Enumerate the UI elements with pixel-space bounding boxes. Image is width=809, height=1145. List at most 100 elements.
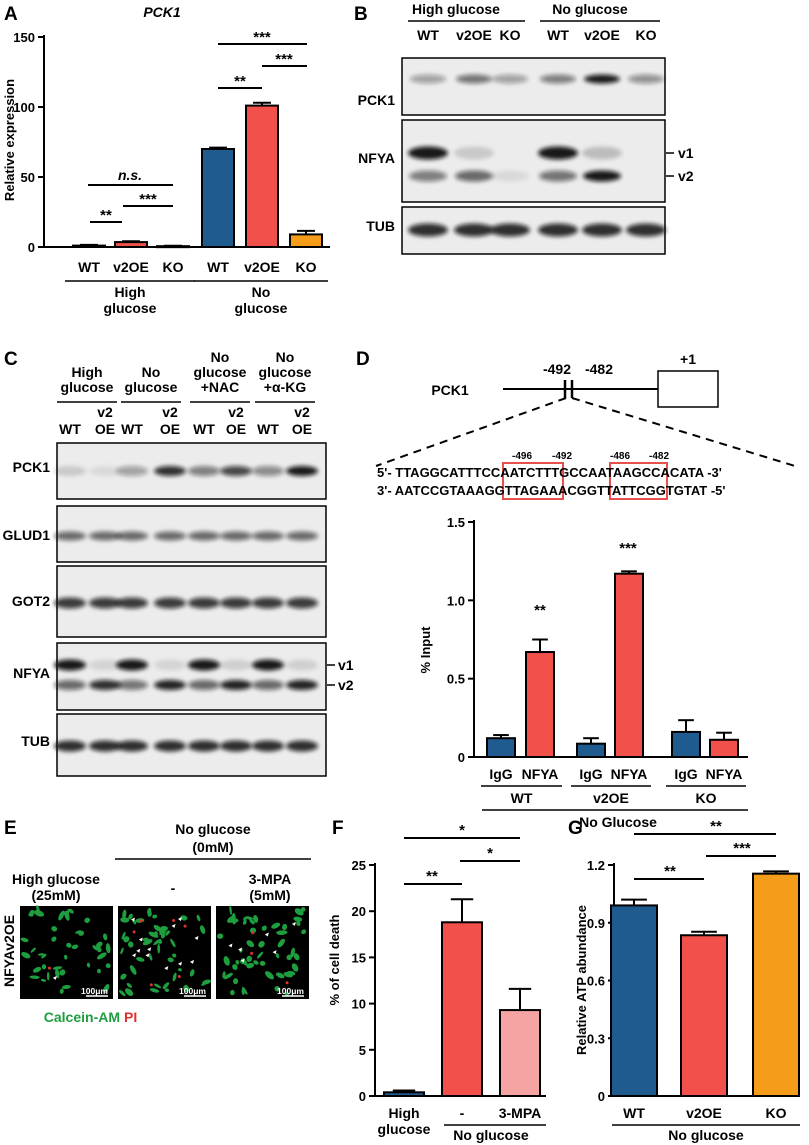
panel-c: C HighglucoseNoglucoseNoglucose+NACNoglu… [3,349,354,777]
e-arrowhead [145,953,150,958]
seq-pos-492: -492 [552,451,572,462]
d-ytick-label: 0.5 [447,672,465,687]
b-lane-label: v2OE [584,27,620,43]
c-band-tub [116,740,148,752]
f-ytick-label: 10 [352,997,366,1012]
e-arrowhead [272,950,277,955]
d-bar-2-1 [709,738,739,758]
e-arrowhead [240,958,245,963]
g-xlabel: KO [766,1105,787,1121]
e-cell [120,917,130,923]
e-cell [28,913,34,917]
e-cell [105,963,111,969]
e-cell [123,936,130,943]
b-band-nfya-v1 [408,146,448,160]
c-band-tub [220,740,252,752]
e-cell [242,920,247,925]
c-band-pck1 [252,466,284,476]
b-band-tub [490,223,530,237]
e-cell [120,973,127,980]
e-cell [223,956,230,966]
panel-e-column-labels: High glucose(25mM) - 3-MPA(5mM) [12,871,291,903]
e-cell [153,983,162,989]
d-xlabel: NFYA [522,766,559,782]
b-band-nfya-v2 [409,170,447,182]
e-cell [165,930,171,936]
c-lane-top: v2 [294,404,310,420]
sig-f-1: * [459,822,465,839]
c-lane-bottom: WT [121,421,143,437]
promoter-pos-1: -492 [543,361,571,377]
panel-b-cond-2: No glucose [552,1,628,17]
a-group-label: No [252,284,271,300]
c-row-label: GOT2 [12,593,50,609]
a-bar-1-1 [245,104,279,248]
d-bar-1-0 [576,742,606,759]
e-cell [97,968,101,974]
e-cell [153,931,158,936]
sequence-top: 5'- TTAGGCATTTCCAATCTTTGCCAATAAGCCACATA … [377,465,722,480]
sig-a-2: *** [139,191,157,208]
c-lane-bottom: OE [160,421,180,437]
e-cell [32,966,42,973]
e-cell [293,916,303,922]
e-cell [222,971,226,979]
e-cell [59,969,66,976]
e-cell [283,972,293,978]
d-xlabel: NFYA [706,766,743,782]
e-cell [55,968,60,979]
c-band-nfya-v2 [252,680,284,690]
d-xlabel: IgG [579,766,602,782]
panel-a-significance [88,43,307,223]
e-cell [59,988,64,994]
c-condition-label: No [211,349,230,365]
panel-d-axis: 0 0.5 1.0 1.5 [447,515,475,765]
b-band-nfya-v2 [583,170,621,182]
d-bar-2-0 [671,730,701,759]
e-cell [40,978,47,982]
panel-c-header: HighglucoseNoglucoseNoglucose+NACNogluco… [57,349,315,437]
c-condition-label: glucose [61,379,114,395]
e-scale-label: 100μm [81,986,108,996]
e-cell [37,953,45,956]
g-ytick-label: 0 [598,1089,605,1104]
c-band-glud1 [188,531,220,541]
e-arrowhead [238,947,243,952]
e-cell [160,932,166,939]
stain-pi: PI [124,1009,137,1025]
a-bar-1-0 [201,148,235,248]
c-condition-label: No [142,364,161,380]
e-dead-cell [285,981,289,985]
c-band-nfya-v1 [220,659,252,671]
c-band-glud1 [252,531,284,541]
sequence-bottom: 3'- AATCCGTAAAGGTTAGAAACGGTTATTCGGTGTAT … [377,483,726,498]
e-cell [241,988,245,996]
e-cell [52,966,63,970]
b-row-label: PCK1 [358,92,396,108]
e-cell [230,989,235,996]
sig-a-3: ** [234,73,246,90]
f-footer: No glucose [453,1127,529,1143]
d-bar-0-1 [525,651,555,758]
b-row-label: NFYA [358,150,395,166]
d-bar-1-1 [614,572,644,759]
e-micrograph-3: 100μm [216,905,309,999]
panel-e-letter: E [4,818,17,839]
e-arrowhead [138,937,143,942]
e-arrowhead [171,923,176,928]
c-band-glud1 [154,531,186,541]
e-cell [119,990,126,997]
e-cell [51,936,57,942]
panel-g-xlabels: WT v2OE KO No glucose [612,1105,800,1143]
panel-g-bars [610,870,800,1098]
c-band-got2 [116,597,148,609]
e-cell [64,954,68,960]
c-band-nfya-v2 [116,680,148,690]
e-cell [294,908,304,916]
e-dead-cell [139,919,143,923]
sig-f-2: * [487,845,493,862]
b-band-tub [582,223,622,237]
c-band-tub [54,740,86,752]
e-cell [282,923,288,931]
